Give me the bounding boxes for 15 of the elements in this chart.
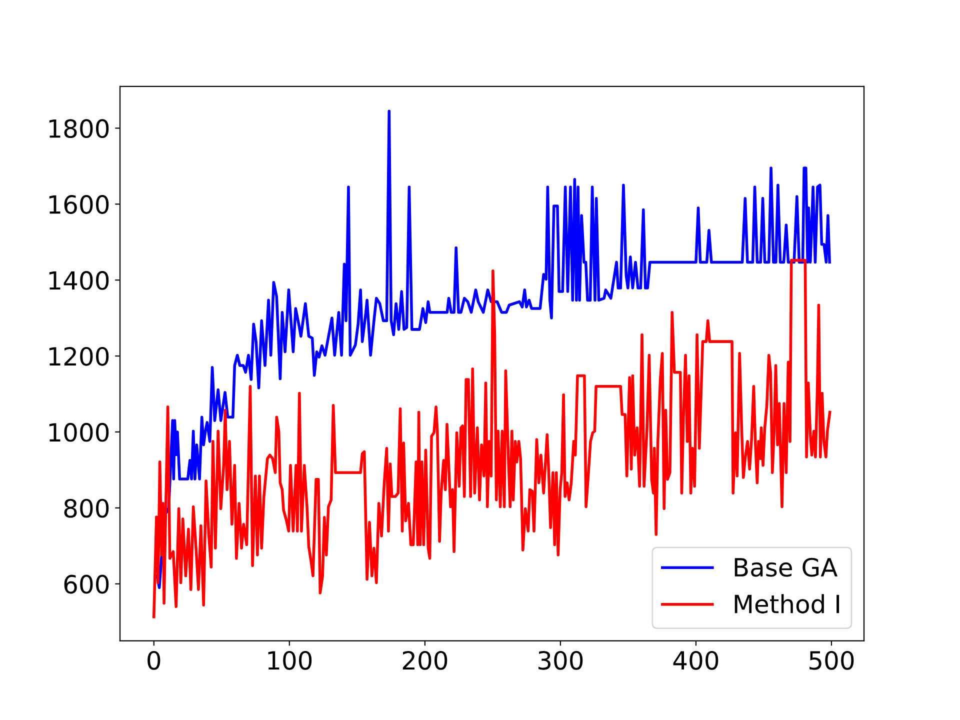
x-tick-label: 500 [810, 650, 854, 670]
x-tick-label: 300 [538, 650, 583, 670]
y-tick-label: 1800 [49, 119, 109, 138]
legend-label: Base GA [734, 558, 838, 577]
x-tick-label: 400 [673, 650, 718, 670]
x-tick-label: 200 [402, 650, 448, 670]
y-tick-label: 1600 [49, 195, 109, 214]
y-tick-label: 600 [64, 574, 109, 594]
x-tick-label: 0 [148, 650, 160, 670]
y-tick-label: 800 [64, 498, 109, 518]
y-tick-label: 1000 [49, 422, 109, 442]
x-tick-label: 100 [268, 650, 312, 670]
y-tick-label: 1400 [49, 271, 109, 290]
y-tick-label: 1200 [49, 346, 109, 366]
legend-label: Method I [734, 594, 840, 614]
